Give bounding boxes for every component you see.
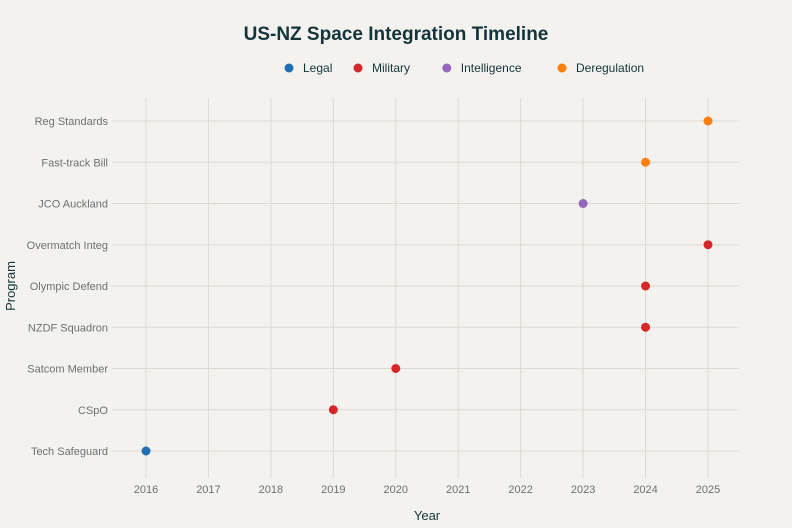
x-tick-label: 2025 — [696, 484, 720, 496]
x-tick-label: 2024 — [633, 484, 657, 496]
data-point-military — [703, 240, 713, 250]
grid — [112, 98, 739, 478]
legend-marker-icon — [557, 63, 567, 73]
y-tick-label: Reg Standards — [35, 116, 109, 128]
y-tick-label: Fast-track Bill — [41, 157, 108, 169]
legend-item-intelligence: Intelligence — [442, 61, 522, 75]
y-tick-label: NZDF Squadron — [28, 322, 108, 334]
x-tick-label: 2018 — [259, 484, 283, 496]
legend: Legal Military Intelligence Deregulation — [284, 61, 644, 75]
data-point-military — [391, 364, 401, 373]
x-tick-label: 2023 — [571, 484, 595, 496]
data-point-intelligence — [578, 199, 588, 208]
x-tick-label: 2019 — [321, 484, 345, 496]
data-point-deregulation — [641, 157, 651, 167]
data-points — [141, 116, 713, 456]
chart-title: US-NZ Space Integration Timeline — [244, 24, 549, 45]
legend-marker-icon — [353, 63, 363, 73]
y-axis-ticks: Tech Safeguard CSpO Satcom Member NZDF Squa… — [27, 116, 109, 458]
data-point-military — [641, 322, 651, 332]
x-tick-label: 2017 — [196, 484, 220, 496]
x-axis-title: Year — [414, 508, 441, 523]
data-point-military — [641, 281, 651, 291]
legend-marker-icon — [442, 63, 452, 73]
x-tick-label: 2021 — [446, 484, 470, 496]
legend-marker-icon — [284, 63, 294, 73]
legend-item-deregulation: Deregulation — [557, 61, 644, 75]
y-tick-label: Tech Safeguard — [31, 446, 108, 458]
y-tick-label: CSpO — [78, 405, 108, 417]
legend-label: Military — [372, 61, 410, 75]
y-tick-label: Satcom Member — [27, 364, 108, 376]
data-point-deregulation — [703, 116, 713, 126]
legend-label: Deregulation — [576, 61, 644, 75]
legend-label: Intelligence — [461, 61, 522, 75]
x-tick-label: 2016 — [134, 484, 158, 496]
x-tick-label: 2022 — [508, 484, 532, 496]
x-axis-ticks: 2016 2017 2018 2019 2020 2021 2022 2023 2024 2025 — [134, 484, 720, 496]
legend-item-legal: Legal — [284, 61, 332, 75]
y-tick-label: Olympic Defend — [30, 281, 108, 293]
data-point-legal — [141, 446, 151, 456]
y-tick-label: JCO Auckland — [38, 199, 108, 211]
y-axis-title: Program — [3, 261, 18, 311]
y-tick-label: Overmatch Integ — [27, 240, 108, 252]
legend-label: Legal — [303, 61, 332, 75]
x-tick-label: 2020 — [384, 484, 408, 496]
legend-item-military: Military — [353, 61, 410, 75]
data-point-military — [328, 405, 338, 415]
